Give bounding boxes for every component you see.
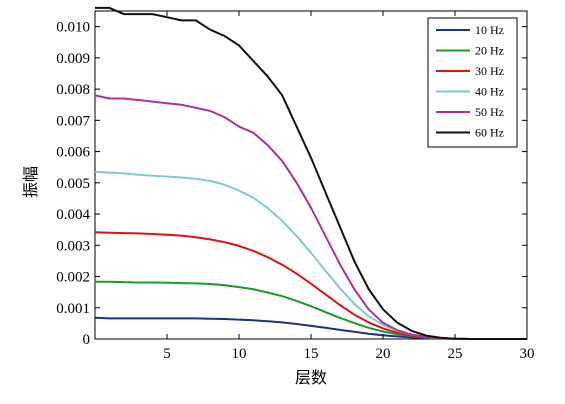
y-tick-label: 0.002 [56, 270, 90, 286]
y-tick-label: 0.010 [56, 20, 90, 36]
y-axis-ticks: 0 0.001 0.002 0.003 0.004 0.005 0.006 0.007 0.00… [56, 20, 527, 348]
y-tick-label: 0.003 [56, 238, 90, 254]
x-tick-label: 20 [376, 346, 391, 362]
y-tick-label: 0.009 [56, 51, 90, 67]
legend-label: 30 Hz [475, 64, 504, 78]
legend-label: 40 Hz [475, 85, 504, 99]
y-axis-title: 振幅 [22, 166, 40, 198]
x-tick-label: 10 [232, 346, 247, 362]
x-tick-label: 15 [304, 346, 319, 362]
x-tick-label: 5 [163, 346, 171, 362]
y-tick-label: 0 [83, 332, 91, 348]
x-tick-label: 25 [448, 346, 463, 362]
legend-label: 50 Hz [475, 105, 504, 119]
y-tick-label: 0.008 [56, 82, 90, 98]
y-tick-label: 0.006 [56, 145, 90, 161]
legend-label: 10 Hz [475, 23, 504, 37]
series-line [94, 231, 527, 340]
x-axis-title: 层数 [295, 369, 327, 387]
y-tick-label: 0.007 [56, 113, 90, 129]
x-axis-ticks: 5 10 15 20 25 30 [163, 11, 535, 362]
series-line [95, 280, 527, 340]
y-tick-label: 0.004 [56, 207, 90, 223]
series-line [94, 170, 527, 340]
legend: 10 Hz 20 Hz 30 Hz 40 Hz 50 Hz 60 Hz [427, 17, 518, 148]
legend-label: 20 Hz [475, 44, 504, 58]
y-tick-label: 0.005 [56, 176, 90, 192]
legend-box [427, 17, 518, 148]
legend-label: 60 Hz [475, 126, 504, 140]
y-tick-label: 0.001 [56, 301, 90, 317]
x-tick-label: 30 [520, 346, 535, 362]
